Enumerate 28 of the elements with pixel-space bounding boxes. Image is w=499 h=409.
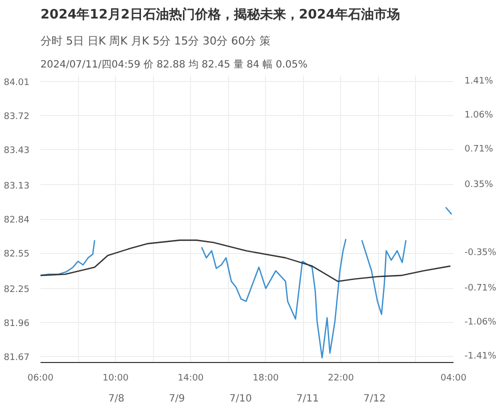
y-tick-label: 83.13 — [4, 181, 30, 192]
y-tick-label: 82.25 — [4, 284, 30, 295]
y2-tick-label: 0.35% — [464, 180, 494, 190]
text: 分时 5日 日K 周K 月K 5分 15分 30分 60分 策 — [40, 34, 271, 48]
y-tick-label: 81.96 — [4, 319, 30, 330]
y-tick-label: 84.01 — [4, 78, 30, 88]
y2-tick-label: -1.41% — [464, 352, 497, 362]
x-tick-label: 06:00 — [28, 374, 54, 384]
chart-title: 2024年12月2日石油热门价格，揭秘未来，2024年石油市场 — [40, 6, 400, 22]
y-tick-label: 83.72 — [4, 112, 30, 122]
y-tick-label: 82.55 — [4, 250, 30, 260]
y-tick-label: 82.84 — [4, 216, 30, 226]
y-tick-label: 83.43 — [4, 146, 30, 156]
y2-tick-label: 1.41% — [464, 76, 494, 86]
text: 7/8 7/9 7/10 7/11 7/12 — [108, 394, 386, 404]
x-tick-label: 04:00 — [440, 374, 467, 384]
x-tick-label: 14:00 — [178, 374, 204, 384]
line-series — [40, 240, 452, 282]
y2-tick-label: 1.06% — [464, 110, 494, 121]
x-tick-label: 18:00 — [252, 374, 280, 384]
y2-tick-label: -0.35% — [464, 248, 497, 258]
x-tick-label: 10:00 — [102, 374, 129, 384]
y2-tick-label: -1.06% — [464, 317, 497, 328]
y2-tick-label: 0.71% — [464, 144, 494, 155]
chart-subtitle: 2024/07/11/四04:59 价 82.88 均 82.45 量 84 幅 0.05% — [40, 58, 308, 70]
x-tick-label: 22:00 — [328, 374, 354, 384]
y-tick-label: 81.67 — [4, 353, 30, 364]
y2-tick-label: -0.71% — [464, 283, 497, 294]
